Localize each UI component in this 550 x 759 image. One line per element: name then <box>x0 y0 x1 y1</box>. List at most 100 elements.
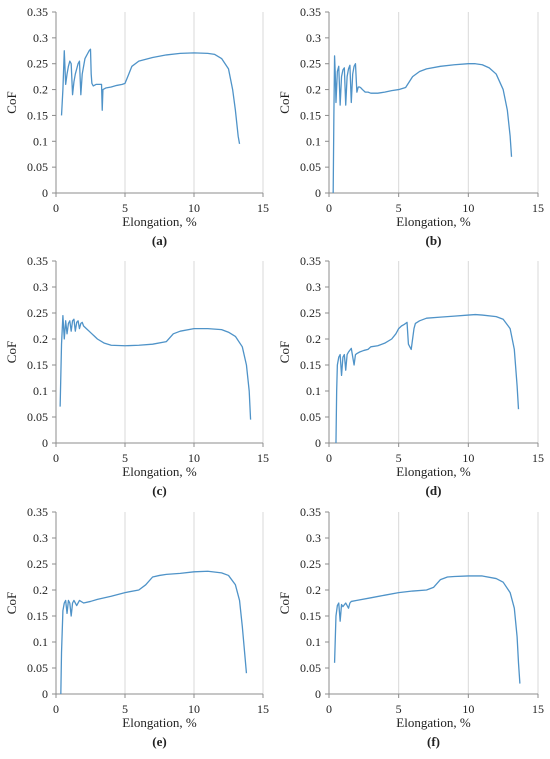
chart-5-panel-label: (e) <box>152 734 166 749</box>
chart-3-panel-label: (c) <box>152 483 166 498</box>
chart-6-x-tick-label-0: 0 <box>326 702 332 716</box>
chart-4-y-tick-label-7: 0.35 <box>300 254 321 268</box>
chart-1-y-tick-label-6: 0.3 <box>33 31 48 45</box>
chart-4-y-tick-label-1: 0.05 <box>300 410 321 424</box>
chart-6-x-tick-label-1: 5 <box>396 702 402 716</box>
chart-1: 0 0.05 0.1 0.15 0.2 0.25 0.3 0.35 0 5 10 15 Elongati… <box>4 5 269 248</box>
chart-1-x-tick-label-1: 5 <box>122 201 128 215</box>
chart-5-x-tick-label-0: 0 <box>53 702 59 716</box>
chart-3-y-tick-label-3: 0.15 <box>27 358 48 372</box>
chart-2-y-tick-label-5: 0.25 <box>300 57 321 71</box>
chart-2-y-tick-label-1: 0.05 <box>300 160 321 174</box>
chart-3-x-tick-label-2: 10 <box>188 451 200 465</box>
chart-3-y-tick-label-5: 0.25 <box>27 306 48 320</box>
chart-4-y-tick-label-6: 0.3 <box>306 280 321 294</box>
chart-6-x-tick-label-3: 15 <box>532 702 544 716</box>
chart-3-x-tick-label-0: 0 <box>53 451 59 465</box>
chart-1-y-tick-label-3: 0.15 <box>27 108 48 122</box>
chart-6: 0 0.05 0.1 0.15 0.2 0.25 0.3 0.35 0 5 10 15 Elongati… <box>277 505 544 749</box>
chart-3-x-tick-label-3: 15 <box>257 451 269 465</box>
chart-2: 0 0.05 0.1 0.15 0.2 0.25 0.3 0.35 0 5 10 15 Elongati… <box>277 5 544 248</box>
chart-3-y-tick-label-6: 0.3 <box>33 280 48 294</box>
chart-4-panel-label: (d) <box>426 483 442 498</box>
chart-2-panel-label: (b) <box>426 233 442 248</box>
chart-6-y-tick-label-0: 0 <box>315 687 321 701</box>
chart-4-y-tick-label-5: 0.25 <box>300 306 321 320</box>
chart-6-series-line <box>333 575 521 684</box>
chart-5-x-tick-label-2: 10 <box>188 702 200 716</box>
chart-6-y-tick-label-3: 0.15 <box>300 609 321 623</box>
chart-6-y-tick-label-6: 0.3 <box>306 531 321 545</box>
chart-5-x-axis-title: Elongation, % <box>122 715 197 730</box>
chart-3-y-tick-label-0: 0 <box>42 436 48 450</box>
chart-5-x-tick-label-3: 15 <box>257 702 269 716</box>
chart-2-series-line <box>332 55 513 194</box>
chart-1-y-tick-label-7: 0.35 <box>27 5 48 19</box>
chart-2-y-tick-label-3: 0.15 <box>300 108 321 122</box>
chart-6-y-tick-label-4: 0.2 <box>306 583 321 597</box>
chart-5-series-line <box>60 570 248 695</box>
chart-5-y-tick-label-2: 0.1 <box>33 635 48 649</box>
chart-1-y-tick-label-1: 0.05 <box>27 160 48 174</box>
chart-1-x-tick-label-2: 10 <box>188 201 200 215</box>
chart-5-x-tick-label-1: 5 <box>122 702 128 716</box>
chart-3-y-tick-label-1: 0.05 <box>27 410 48 424</box>
chart-2-y-tick-label-2: 0.1 <box>306 134 321 148</box>
chart-6-panel-label: (f) <box>427 734 440 749</box>
chart-2-y-tick-label-7: 0.35 <box>300 5 321 19</box>
chart-1-panel-label: (a) <box>152 233 167 248</box>
chart-5: 0 0.05 0.1 0.15 0.2 0.25 0.3 0.35 0 5 10 15 Elongati… <box>4 505 269 749</box>
chart-6-y-axis-title: CoF <box>277 592 292 614</box>
chart-6-y-tick-label-1: 0.05 <box>300 661 321 675</box>
chart-3-x-axis-title: Elongation, % <box>122 464 197 479</box>
chart-4-x-tick-label-3: 15 <box>532 451 544 465</box>
chart-2-x-tick-label-1: 5 <box>396 201 402 215</box>
chart-2-y-tick-label-0: 0 <box>315 186 321 200</box>
chart-5-y-tick-label-4: 0.2 <box>33 583 48 597</box>
chart-2-y-tick-label-6: 0.3 <box>306 31 321 45</box>
chart-3-series-line <box>59 314 252 420</box>
chart-6-y-tick-label-5: 0.25 <box>300 557 321 571</box>
chart-6-x-tick-label-2: 10 <box>462 702 474 716</box>
chart-4-x-tick-label-2: 10 <box>462 451 474 465</box>
chart-4-y-tick-label-2: 0.1 <box>306 384 321 398</box>
chart-3-y-axis-title: CoF <box>4 341 19 363</box>
chart-1-y-tick-label-4: 0.2 <box>33 83 48 97</box>
chart-5-y-tick-label-6: 0.3 <box>33 531 48 545</box>
chart-3: 0 0.05 0.1 0.15 0.2 0.25 0.3 0.35 0 5 10 15 Elongati… <box>4 254 269 498</box>
chart-2-x-tick-label-0: 0 <box>326 201 332 215</box>
chart-3-y-tick-label-7: 0.35 <box>27 254 48 268</box>
chart-5-y-axis-title: CoF <box>4 592 19 614</box>
chart-2-y-tick-label-4: 0.2 <box>306 83 321 97</box>
chart-4-y-axis-title: CoF <box>277 341 292 363</box>
chart-2-x-axis-title: Elongation, % <box>396 214 471 229</box>
chart-4-y-tick-label-3: 0.15 <box>300 358 321 372</box>
chart-3-y-tick-label-2: 0.1 <box>33 384 48 398</box>
chart-4-series-line <box>335 313 520 444</box>
chart-6-y-tick-label-2: 0.1 <box>306 635 321 649</box>
chart-5-y-tick-label-7: 0.35 <box>27 505 48 519</box>
chart-5-y-tick-label-3: 0.15 <box>27 609 48 623</box>
chart-1-y-tick-label-5: 0.25 <box>27 57 48 71</box>
chart-3-y-tick-label-4: 0.2 <box>33 332 48 346</box>
chart-1-series-line <box>60 48 241 144</box>
chart-1-x-tick-label-0: 0 <box>53 201 59 215</box>
chart-4-x-axis-title: Elongation, % <box>396 464 471 479</box>
chart-5-y-tick-label-0: 0 <box>42 687 48 701</box>
chart-4-y-tick-label-0: 0 <box>315 436 321 450</box>
chart-1-y-axis-title: CoF <box>4 91 19 113</box>
chart-6-y-tick-label-7: 0.35 <box>300 505 321 519</box>
chart-3-x-tick-label-1: 5 <box>122 451 128 465</box>
chart-4-x-tick-label-1: 5 <box>396 451 402 465</box>
chart-4: 0 0.05 0.1 0.15 0.2 0.25 0.3 0.35 0 5 10 15 Elongati… <box>277 254 544 498</box>
chart-4-x-tick-label-0: 0 <box>326 451 332 465</box>
chart-1-y-tick-label-2: 0.1 <box>33 134 48 148</box>
chart-2-y-axis-title: CoF <box>277 91 292 113</box>
chart-1-y-tick-label-0: 0 <box>42 186 48 200</box>
chart-5-y-tick-label-1: 0.05 <box>27 661 48 675</box>
chart-2-x-tick-label-2: 10 <box>462 201 474 215</box>
chart-6-x-axis-title: Elongation, % <box>396 715 471 730</box>
chart-4-y-tick-label-4: 0.2 <box>306 332 321 346</box>
chart-5-y-tick-label-5: 0.25 <box>27 557 48 571</box>
